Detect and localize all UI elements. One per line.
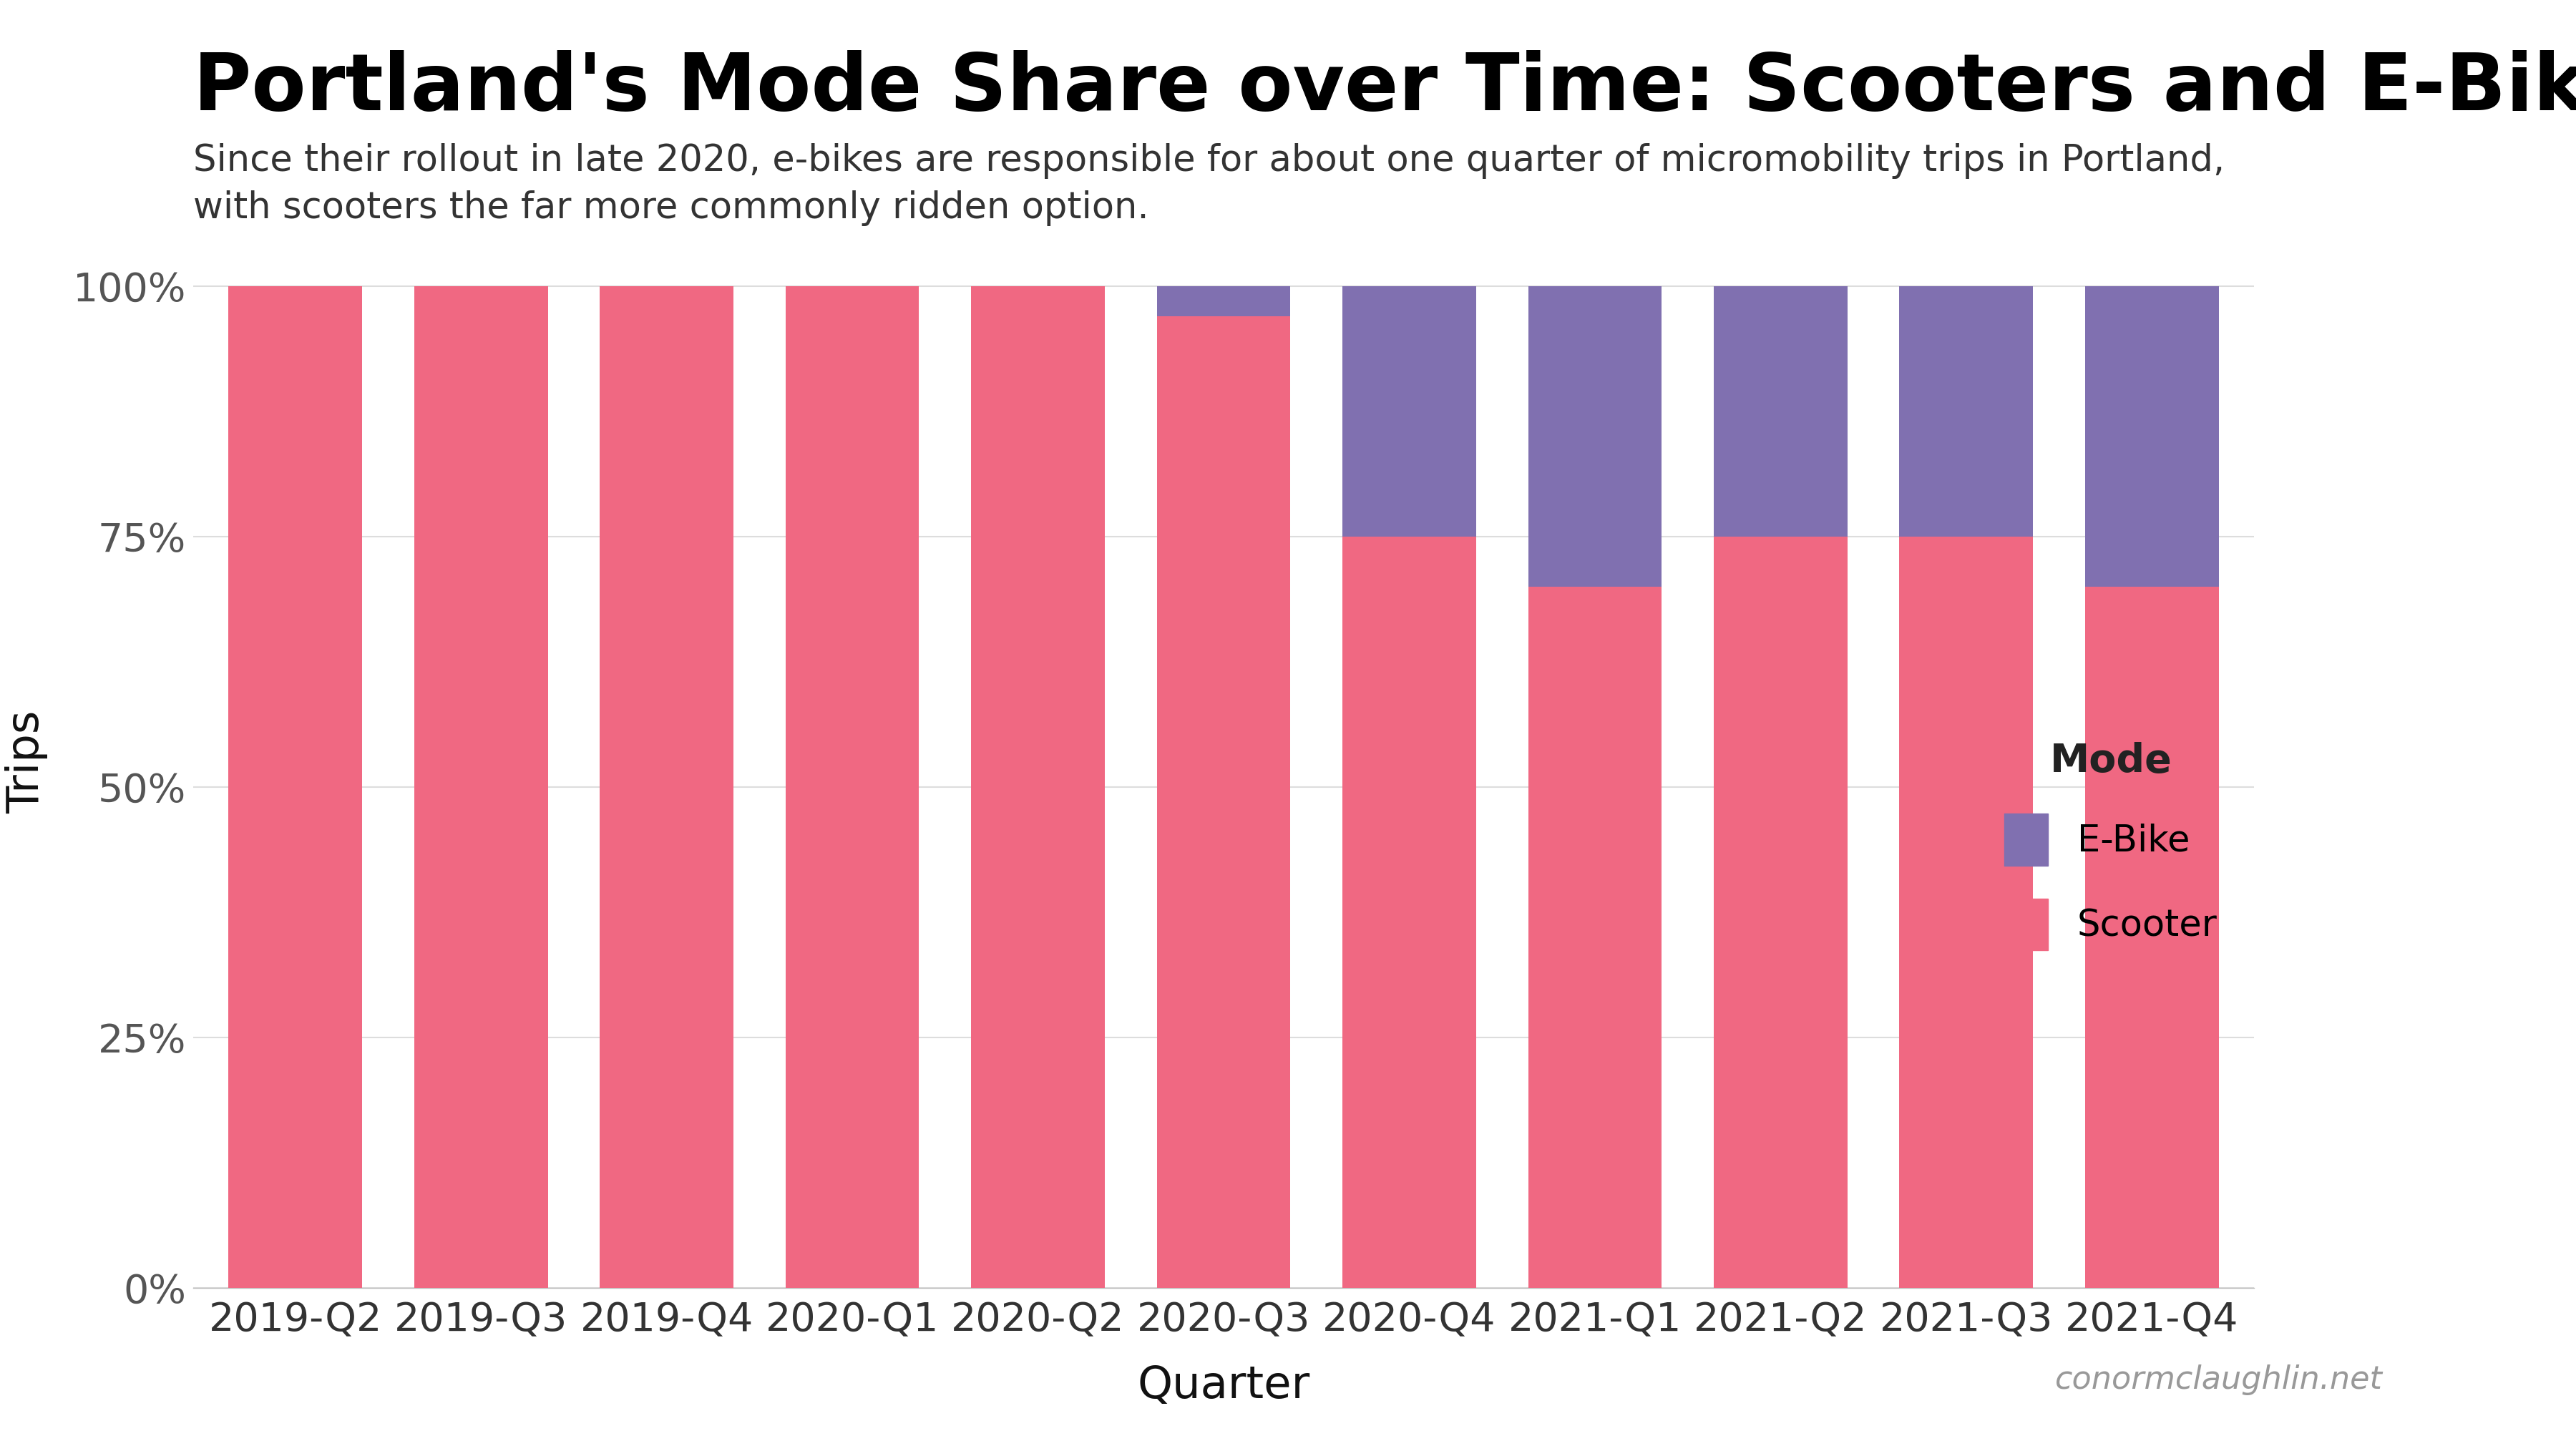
Bar <box>1528 587 1662 1288</box>
Text: Since their rollout in late 2020, e-bikes are responsible for about one quarter : Since their rollout in late 2020, e-bike… <box>193 143 2226 226</box>
Bar <box>1713 286 1847 537</box>
Bar <box>2084 587 2218 1288</box>
X-axis label: Quarter: Quarter <box>1136 1365 1311 1408</box>
Bar <box>1157 286 1291 316</box>
Y-axis label: Trips: Trips <box>5 710 49 814</box>
Bar <box>1899 537 2032 1288</box>
Bar <box>1713 537 1847 1288</box>
Text: Portland's Mode Share over Time: Scooters and E-Bikes: Portland's Mode Share over Time: Scooter… <box>193 50 2576 127</box>
Bar <box>600 286 734 1288</box>
Bar <box>2084 286 2218 587</box>
Bar <box>786 286 920 1288</box>
Legend: E-Bike, Scooter: E-Bike, Scooter <box>1986 724 2236 969</box>
Bar <box>1899 286 2032 537</box>
Bar <box>1157 316 1291 1288</box>
Bar <box>1342 537 1476 1288</box>
Bar <box>971 286 1105 1288</box>
Bar <box>1342 286 1476 537</box>
Bar <box>415 286 549 1288</box>
Bar <box>229 286 363 1288</box>
Bar <box>1528 286 1662 587</box>
Text: conormclaughlin.net: conormclaughlin.net <box>2056 1365 2383 1395</box>
